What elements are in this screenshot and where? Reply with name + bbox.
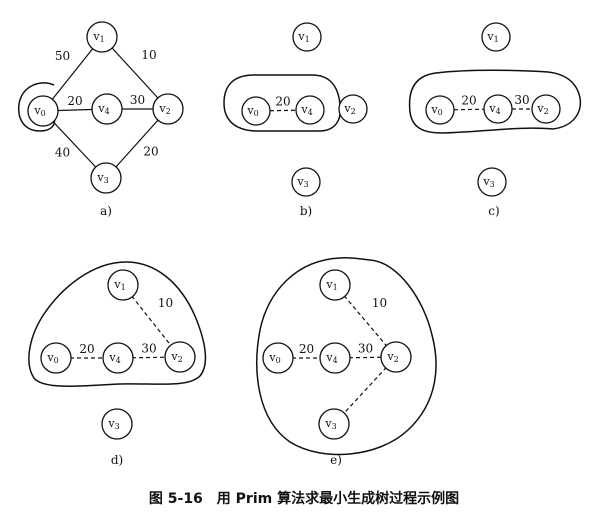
edge-weight-v4-v2: 30 — [141, 342, 156, 356]
vertex-v1: v1 — [107, 269, 139, 301]
panel-2: 20 v0 v1 v2 v3 v4 b) — [223, 22, 368, 218]
vertex-v3: v3 — [291, 167, 321, 197]
panel-label: a) — [100, 204, 112, 218]
edge-weight-v3-v2: 20 — [143, 145, 158, 159]
edge-weight-v1-v2: 10 — [372, 296, 387, 310]
vertex-v1: v1 — [481, 22, 511, 52]
vertex-v2: v2 — [338, 94, 368, 124]
panel-label: d) — [111, 453, 123, 467]
panel-label: b) — [300, 204, 312, 218]
edge-v0-v1 — [42, 36, 103, 112]
selected-set-boundary — [408, 69, 582, 134]
vertex-v0: v0 — [40, 342, 72, 374]
edge-weight-v0-v4: 20 — [275, 95, 290, 109]
vertex-v0: v0 — [241, 96, 271, 126]
vertex-v4: v4 — [483, 94, 513, 124]
panel-4: 10 20 30 v0 v1 v2 v3 v4 d) — [28, 261, 207, 467]
edge-weight-v0-v3: 40 — [55, 146, 70, 160]
edge-weight-v0-v4: 20 — [79, 342, 94, 356]
edge-weight-v0-v1: 50 — [55, 49, 70, 63]
vertex-v2: v2 — [380, 341, 412, 373]
vertex-v2: v2 — [164, 341, 196, 373]
edge-weight-v4-v2: 30 — [130, 93, 145, 107]
vertex-v1: v1 — [319, 269, 351, 301]
panel-5: 10 20 30 v0 v1 v2 v3 v4 e) — [256, 257, 437, 467]
vertex-v4: v4 — [102, 342, 134, 374]
vertex-v1: v1 — [292, 22, 322, 52]
vertex-v2: v2 — [152, 93, 184, 125]
selected-set-boundary — [223, 74, 342, 132]
vertex-v4: v4 — [319, 342, 351, 374]
vertex-v4: v4 — [295, 95, 325, 125]
panel-label: c) — [488, 204, 499, 218]
edge-v1-v2 — [334, 284, 397, 358]
vertex-v1: v1 — [86, 21, 118, 53]
vertex-v3: v3 — [477, 167, 507, 197]
edge-weight-v0-v4: 20 — [461, 94, 476, 108]
edge-weight-v1-v2: 10 — [141, 48, 156, 62]
edge-v1-v2 — [101, 36, 169, 110]
selected-set-boundary — [17, 82, 56, 132]
vertex-v2: v2 — [531, 94, 561, 124]
vertex-v4: v4 — [91, 93, 123, 125]
panel-1: 50 10 20 30 40 20 v0 v1 v2 v3 v4 a) — [17, 21, 184, 218]
vertex-v3: v3 — [318, 408, 350, 440]
panel-3: 20 30 v0 v1 v2 v3 v4 c) — [408, 22, 582, 218]
edge-weight-v4-v2: 30 — [358, 342, 373, 356]
vertex-v3: v3 — [101, 408, 133, 440]
edge-weight-v1-v2: 10 — [158, 296, 173, 310]
edge-weight-v4-v2: 30 — [514, 93, 529, 107]
panel-label: e) — [330, 453, 342, 467]
selected-set-boundary — [28, 261, 207, 387]
edge-weight-v0-v4: 20 — [299, 342, 314, 356]
selected-set-boundary — [256, 257, 437, 456]
vertex-v3: v3 — [90, 162, 122, 194]
vertex-v0: v0 — [27, 95, 59, 127]
vertex-v0: v0 — [425, 95, 455, 125]
figure-caption: 图 5-16 用 Prim 算法求最小生成树过程示例图 — [148, 491, 460, 507]
edge-weight-v0-v4: 20 — [67, 94, 82, 108]
vertex-v0: v0 — [262, 342, 294, 374]
